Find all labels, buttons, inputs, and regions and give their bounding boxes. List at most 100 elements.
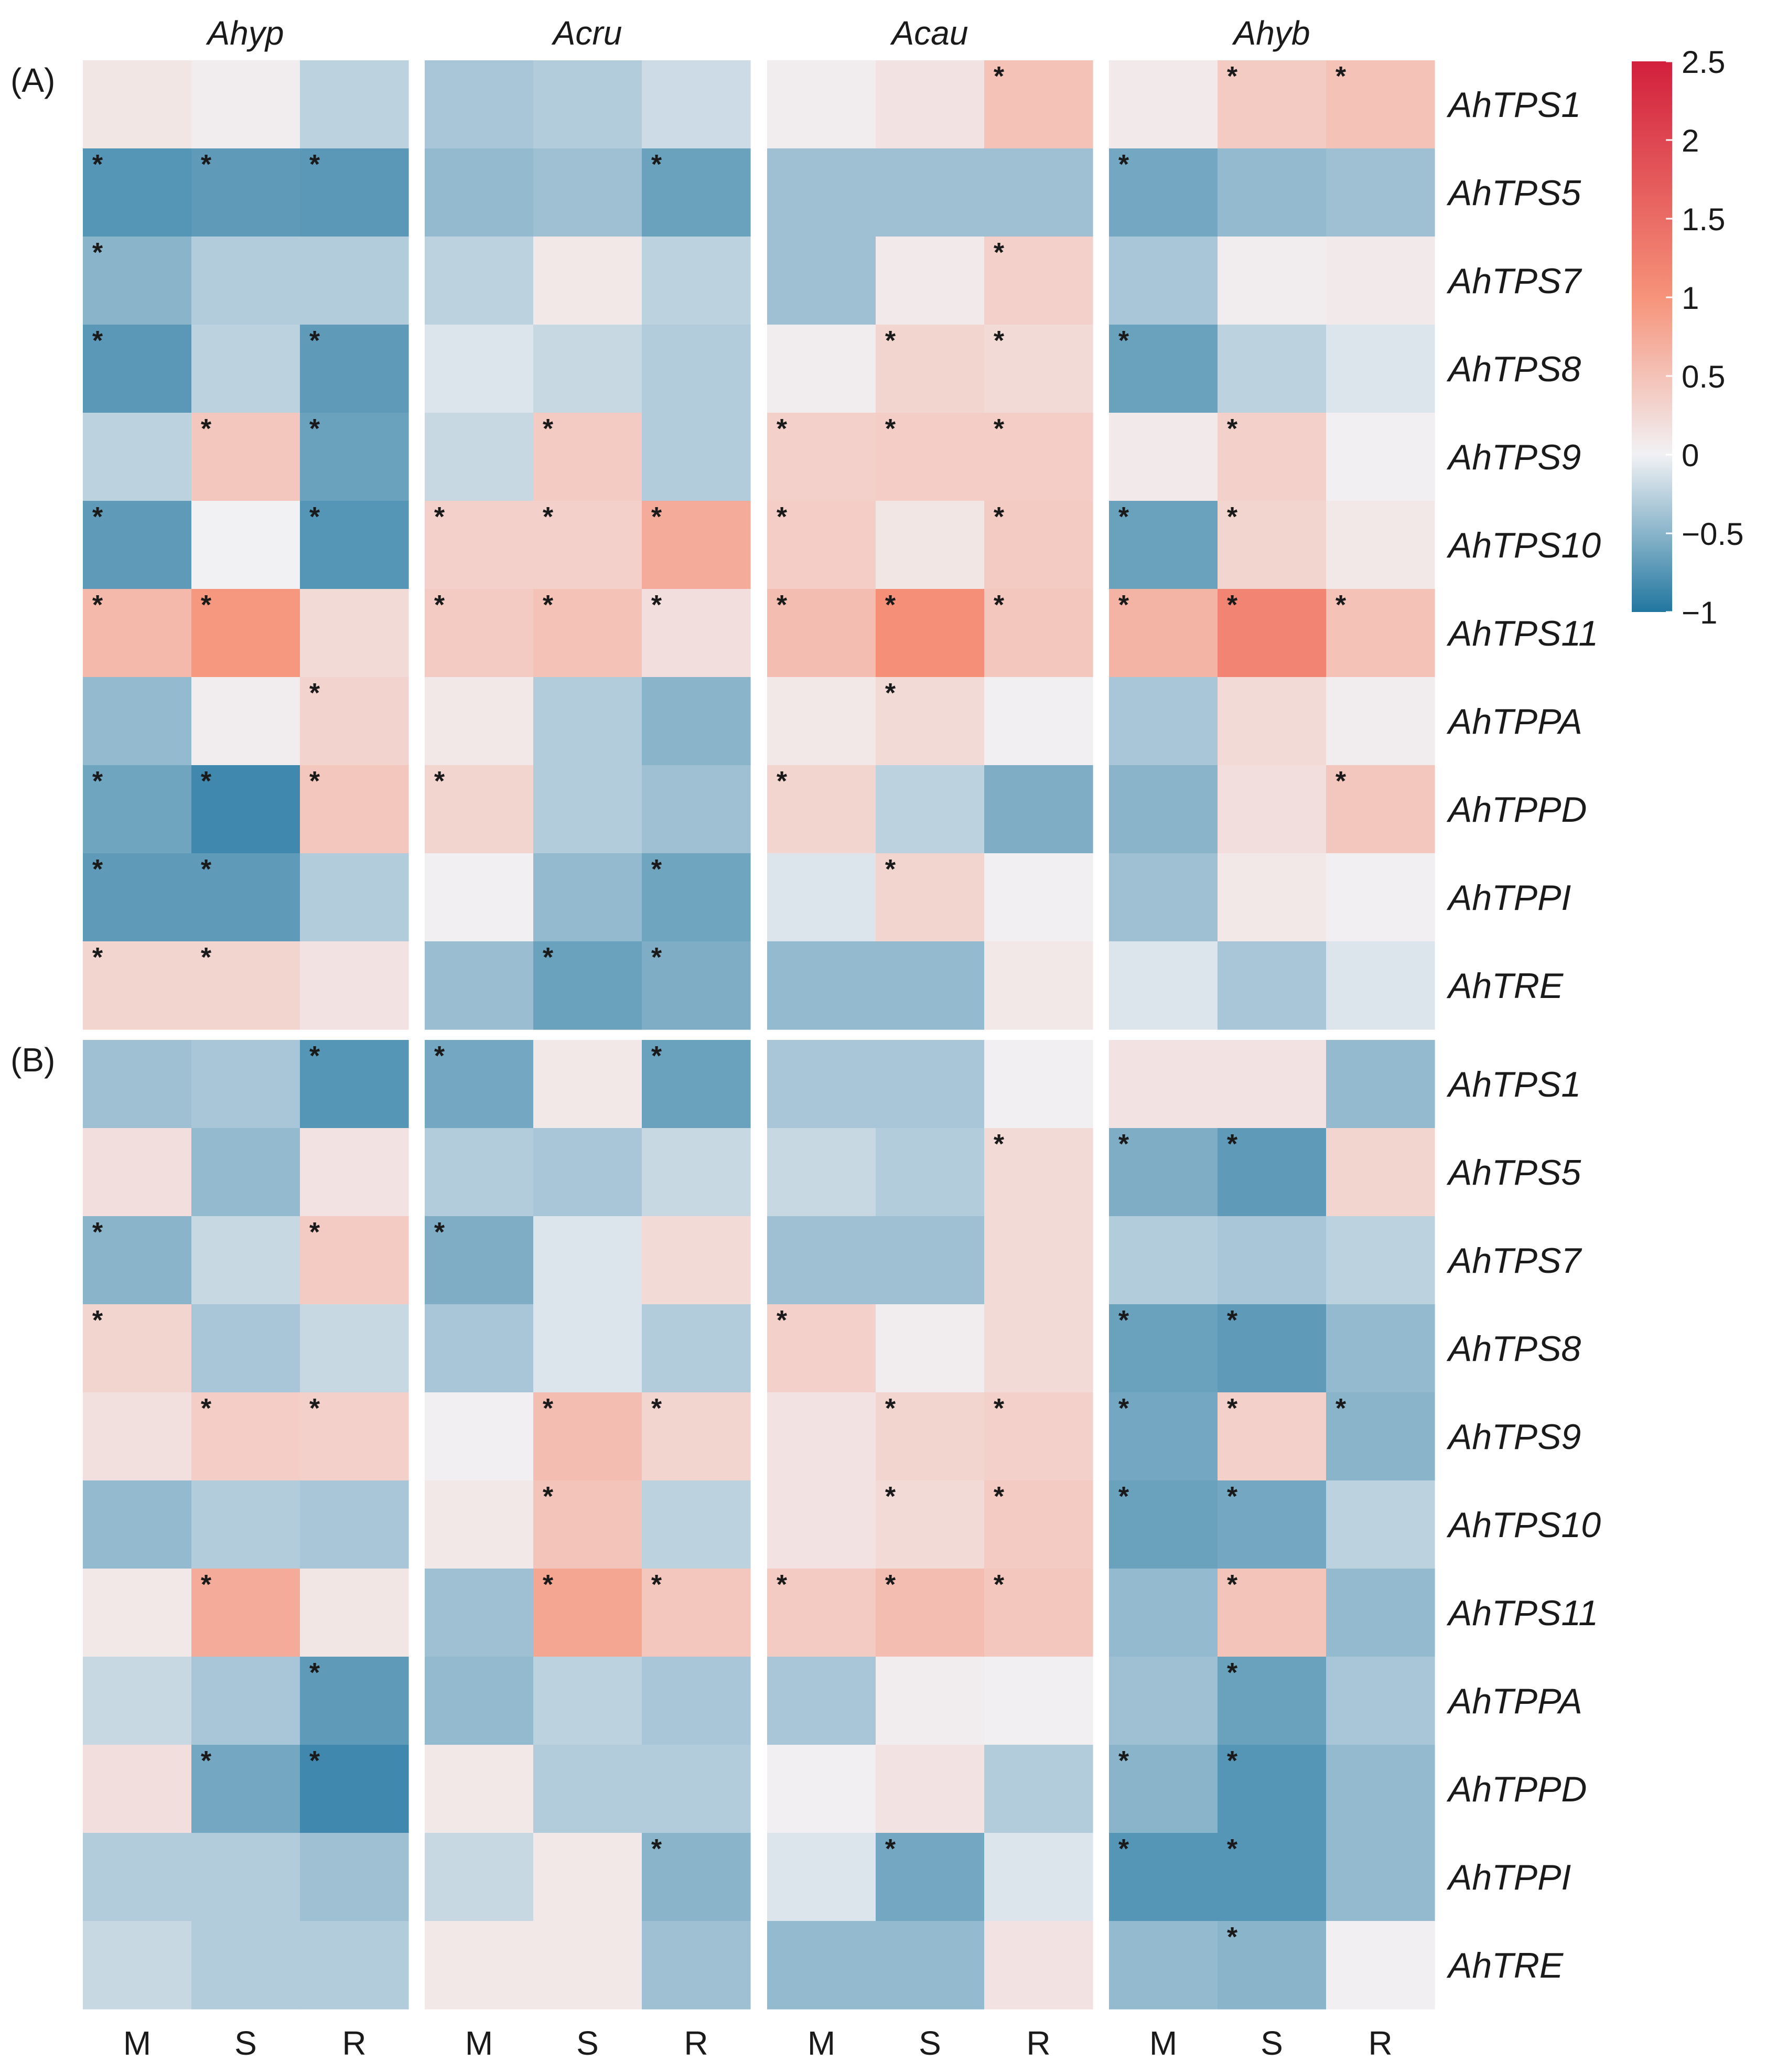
cell-a-ahtps11-ahyp-s: [191, 589, 300, 678]
cell-b-ahtps1-ahyb-s: [1218, 1040, 1327, 1129]
cell-b-ahtppi-ahyb-s: [1218, 1833, 1327, 1921]
significance-star: *: [777, 1305, 788, 1336]
tissue-label-m: M: [465, 2024, 493, 2062]
cell-a-ahtps5-acau-s: [876, 148, 985, 237]
significance-star: *: [651, 1570, 662, 1600]
cell-a-ahtre-ahyb-s: [1218, 941, 1327, 1030]
gene-label-ahtps5: AhTPS5: [1446, 1153, 1581, 1193]
cell-a-ahtppd-ahyp-m: [83, 765, 192, 854]
significance-star: *: [1336, 766, 1347, 797]
cell-a-ahtppa-ahyp-s: [191, 677, 300, 766]
cell-b-ahtps8-ahyb-r: [1326, 1304, 1435, 1393]
cell-a-ahtps9-ahyb-r: [1326, 413, 1435, 501]
species-header-ahyb: Ahyb: [1232, 14, 1310, 52]
cell-b-ahtps11-ahyb-r: [1326, 1569, 1435, 1657]
cell-a-ahtps11-acru-s: [533, 589, 642, 678]
cell-b-ahtps10-acau-s: [876, 1480, 985, 1569]
colorbar-tick-label: 0: [1682, 438, 1699, 473]
cell-b-ahtppd-ahyp-s: [191, 1745, 300, 1833]
significance-star: *: [1118, 149, 1129, 180]
cell-b-ahtps1-acru-r: [642, 1040, 751, 1129]
gene-label-ahtppa: AhTPPA: [1446, 1681, 1582, 1721]
cell-a-ahtps8-ahyb-r: [1326, 325, 1435, 413]
cell-a-ahtps10-acau-s: [876, 501, 985, 589]
cell-b-ahtppi-ahyb-r: [1326, 1833, 1435, 1921]
cell-b-ahtps9-acru-s: [533, 1392, 642, 1481]
cell-a-ahtps7-acau-r: [984, 237, 1093, 325]
significance-star: *: [994, 590, 1005, 620]
cell-a-ahtps7-acru-s: [533, 237, 642, 325]
cell-a-ahtps10-acau-r: [984, 501, 1093, 589]
significance-star: *: [1118, 1834, 1129, 1864]
significance-star: *: [1118, 326, 1129, 356]
cell-b-ahtps9-ahyb-m: [1109, 1392, 1218, 1481]
cell-a-ahtps9-acru-r: [642, 413, 751, 501]
cell-b-ahtps11-ahyb-s: [1218, 1569, 1327, 1657]
significance-star: *: [434, 590, 445, 620]
cell-b-ahtppi-ahyb-m: [1109, 1833, 1218, 1921]
gene-label-ahtppd: AhTPPD: [1446, 1769, 1587, 1809]
colorbar: [1632, 61, 1672, 612]
cell-b-ahtppa-acru-r: [642, 1657, 751, 1745]
cell-b-ahtps5-ahyp-s: [191, 1128, 300, 1217]
cell-a-ahtps1-acau-s: [876, 60, 985, 149]
cell-b-ahtps7-acru-s: [533, 1216, 642, 1305]
colorbar-tick-label: −1: [1682, 595, 1717, 630]
cell-b-ahtps1-acau-r: [984, 1040, 1093, 1129]
significance-star: *: [201, 854, 212, 885]
cell-b-ahtppa-acau-s: [876, 1657, 985, 1745]
cell-b-ahtppi-ahyp-r: [300, 1833, 409, 1921]
significance-star: *: [309, 1217, 320, 1248]
cell-a-ahtps5-ahyb-r: [1326, 148, 1435, 237]
cell-a-ahtps9-acru-m: [425, 413, 534, 501]
significance-star: *: [651, 854, 662, 885]
cell-a-ahtppd-acau-r: [984, 765, 1093, 854]
gene-label-ahtps10: AhTPS10: [1446, 525, 1601, 565]
cell-b-ahtppa-acau-m: [767, 1657, 876, 1745]
cell-b-ahtps11-acru-m: [425, 1569, 534, 1657]
significance-star: *: [543, 942, 554, 973]
cell-a-ahtppi-acau-m: [767, 853, 876, 942]
significance-star: *: [651, 942, 662, 973]
cell-a-ahtppd-ahyp-r: [300, 765, 409, 854]
cell-a-ahtps11-acau-r: [984, 589, 1093, 678]
cell-a-ahtre-ahyb-r: [1326, 941, 1435, 1030]
cell-b-ahtps5-ahyb-r: [1326, 1128, 1435, 1217]
cell-a-ahtre-ahyb-m: [1109, 941, 1218, 1030]
gene-label-ahtre: AhTRE: [1446, 1946, 1564, 1985]
cell-a-ahtps11-acau-m: [767, 589, 876, 678]
cell-a-ahtppi-ahyp-m: [83, 853, 192, 942]
significance-star: *: [309, 1041, 320, 1071]
significance-star: *: [201, 414, 212, 444]
significance-star: *: [1227, 590, 1238, 620]
significance-star: *: [651, 149, 662, 180]
significance-star: *: [651, 590, 662, 620]
cell-b-ahtps8-ahyb-m: [1109, 1304, 1218, 1393]
cell-b-ahtps11-acru-s: [533, 1569, 642, 1657]
species-header-ahyp: Ahyp: [206, 14, 284, 52]
significance-star: *: [777, 766, 788, 797]
cell-a-ahtps1-ahyb-m: [1109, 60, 1218, 149]
cell-a-ahtppa-ahyp-m: [83, 677, 192, 766]
cell-b-ahtps7-acru-r: [642, 1216, 751, 1305]
cell-a-ahtps10-ahyb-m: [1109, 501, 1218, 589]
cell-b-ahtppd-ahyp-m: [83, 1745, 192, 1833]
cell-b-ahtps11-acau-r: [984, 1569, 1093, 1657]
significance-star: *: [994, 326, 1005, 356]
cell-a-ahtre-ahyp-m: [83, 941, 192, 1030]
cell-b-ahtppd-acru-m: [425, 1745, 534, 1833]
cell-b-ahtps7-ahyp-r: [300, 1216, 409, 1305]
panel-label-a: (A): [10, 61, 55, 99]
cell-b-ahtps11-ahyb-m: [1109, 1569, 1218, 1657]
cell-a-ahtps7-ahyb-m: [1109, 237, 1218, 325]
cell-a-ahtps10-ahyb-r: [1326, 501, 1435, 589]
significance-star: *: [885, 1393, 896, 1424]
cell-b-ahtps7-ahyp-s: [191, 1216, 300, 1305]
cell-a-ahtppi-ahyb-r: [1326, 853, 1435, 942]
cell-b-ahtps10-ahyb-m: [1109, 1480, 1218, 1569]
significance-star: *: [1336, 1393, 1347, 1424]
cell-b-ahtps8-ahyp-m: [83, 1304, 192, 1393]
significance-star: *: [885, 590, 896, 620]
cell-a-ahtps10-acau-m: [767, 501, 876, 589]
